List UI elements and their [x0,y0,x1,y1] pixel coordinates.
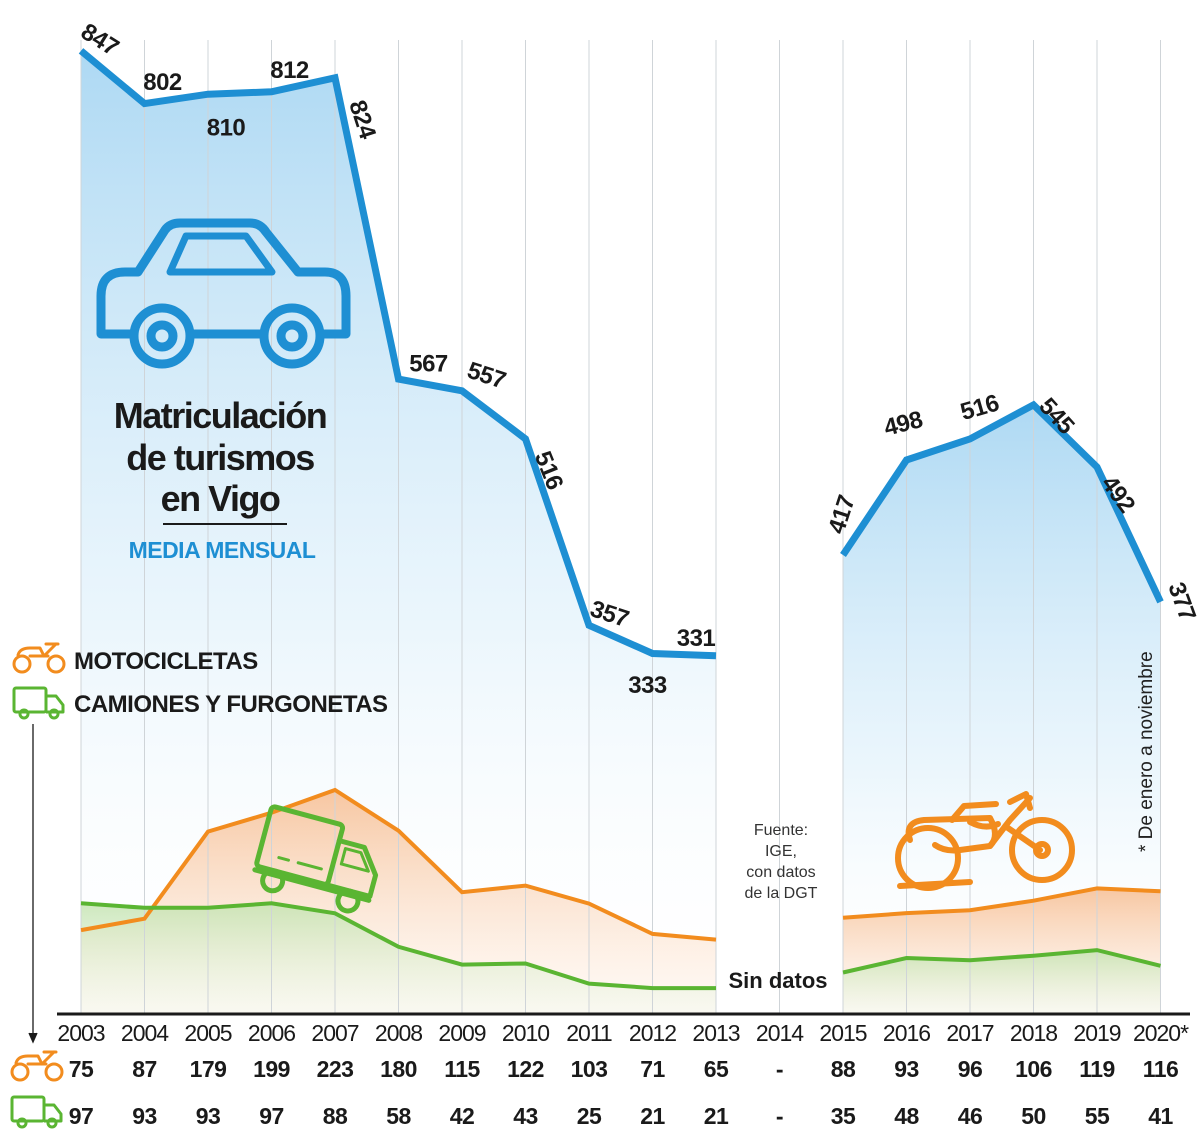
cars-label-2006: 812 [270,57,309,84]
cars-label-2015: 417 [823,492,861,537]
truck-cell-2005: 93 [196,1103,221,1129]
motorcycle-legend-icon [12,642,66,674]
truck-cell-2004: 93 [132,1103,157,1129]
x-tick-2018: 2018 [1010,1020,1057,1046]
source-line-2: IGE, [765,843,797,860]
x-tick-2015: 2015 [819,1020,866,1046]
x-tick-2007: 2007 [311,1020,358,1046]
x-tick-2006: 2006 [248,1020,295,1046]
truck-cell-2018: 50 [1021,1103,1046,1129]
truck-cell-2014: - [776,1103,783,1129]
truck-cell-2019: 55 [1085,1103,1110,1129]
moto-cell-2006: 199 [253,1056,290,1082]
truck-cell-2009: 42 [450,1103,475,1129]
moto-cell-2007: 223 [317,1056,354,1082]
series-lines [78,48,1164,991]
truck-cell-2010: 43 [513,1103,538,1129]
truck-cell-2015: 35 [831,1103,856,1129]
truck-cell-2007: 88 [323,1103,348,1129]
title-line-3: en Vigo [161,478,280,519]
moto-cell-2020: 116 [1143,1056,1179,1082]
motorcycle-icon [895,791,1075,891]
source-line-1: Fuente: [754,822,808,839]
truck-cell-2006: 97 [259,1103,284,1129]
moto-cell-2019: 119 [1079,1056,1115,1082]
truck-cell-2016: 48 [894,1103,919,1129]
legend-motorcycles: MOTOCICLETAS [74,648,258,675]
source-note: Fuente: IGE, con datos de la DGT [745,822,818,902]
cars-label-2017: 516 [957,389,1002,426]
moto-cell-2004: 87 [132,1056,157,1082]
x-tick-2017: 2017 [946,1020,993,1046]
x-tick-2019: 2019 [1073,1020,1120,1046]
moto-cell-2011: 103 [571,1056,608,1082]
truck-cell-2008: 58 [386,1103,411,1129]
truck-cell-2011: 25 [577,1103,602,1129]
x-tick-2009: 2009 [438,1020,485,1046]
x-tick-2004: 2004 [121,1020,169,1046]
trucks-area-2 [843,950,1161,1014]
area-layer [81,50,1161,1015]
moto-cell-2008: 180 [380,1056,417,1082]
truck-cell-2020: 41 [1148,1103,1173,1129]
data-table: 2003 75 97 2004 87 93 2005 179 93 2006 199 97 2007 22… [57,1020,1190,1129]
cars-label-2004: 802 [143,69,182,96]
moto-cell-2014: - [776,1056,783,1082]
x-tick-2020: 2020* [1133,1020,1189,1046]
moto-cell-2018: 106 [1015,1056,1052,1082]
cars-label-2009: 557 [464,357,509,395]
x-tick-2008: 2008 [375,1020,422,1046]
cars-label-2013: 331 [677,625,716,652]
cars-label-2012: 333 [628,672,667,699]
moto-cell-2010: 122 [507,1056,544,1082]
moto-cell-2015: 88 [831,1056,856,1082]
x-tick-2013: 2013 [692,1020,739,1046]
legend-trucks: CAMIONES Y FURGONETAS [74,691,388,718]
trucks-line-2 [842,948,1161,975]
subtitle: MEDIA MENSUAL [129,537,316,563]
moto-cell-2017: 96 [958,1056,983,1082]
x-tick-2011: 2011 [566,1020,612,1046]
car-icon [96,218,351,369]
x-tick-2012: 2012 [629,1020,676,1046]
moto-cell-2009: 115 [444,1056,480,1082]
table-truck-icon [10,1095,63,1129]
cars-label-2016: 498 [881,406,925,442]
truck-icon [252,804,379,914]
table-motorcycle-icon [10,1050,64,1082]
moto-cell-2013: 65 [704,1056,729,1082]
cars-label-2020: 377 [1162,579,1200,625]
footnote: * De enero a noviembre [1136,651,1157,852]
x-tick-2016: 2016 [883,1020,930,1046]
moto-cell-2016: 93 [894,1056,919,1082]
source-line-4: de la DGT [745,885,818,902]
truck-cell-2003: 97 [69,1103,94,1129]
cars-line-2 [840,400,1164,604]
x-tick-2014: 2014 [756,1020,804,1046]
legend-arrow [28,724,38,1044]
moto-cell-2005: 179 [190,1056,227,1082]
moto-cell-2012: 71 [640,1056,665,1082]
cars-label-2005: 810 [207,115,246,142]
cars-area-2 [843,404,1161,1014]
legend: MOTOCICLETAS CAMIONES Y FURGONETAS [12,642,389,720]
cars-label-2008: 567 [409,350,448,377]
truck-cell-2013: 21 [704,1103,729,1129]
x-tick-2010: 2010 [502,1020,549,1046]
truck-cell-2017: 46 [958,1103,983,1129]
no-data-label: Sin datos [728,968,827,993]
x-tick-2005: 2005 [184,1020,231,1046]
truck-cell-2012: 21 [640,1103,665,1129]
source-line-3: con datos [746,864,815,881]
motorcycles-line-2 [842,886,1161,920]
x-tick-2003: 2003 [57,1020,104,1046]
title-line-2: de turismos [126,437,314,478]
truck-legend-icon [12,686,65,720]
moto-cell-2003: 75 [69,1056,94,1082]
title-line-1: Matriculación [114,395,327,436]
